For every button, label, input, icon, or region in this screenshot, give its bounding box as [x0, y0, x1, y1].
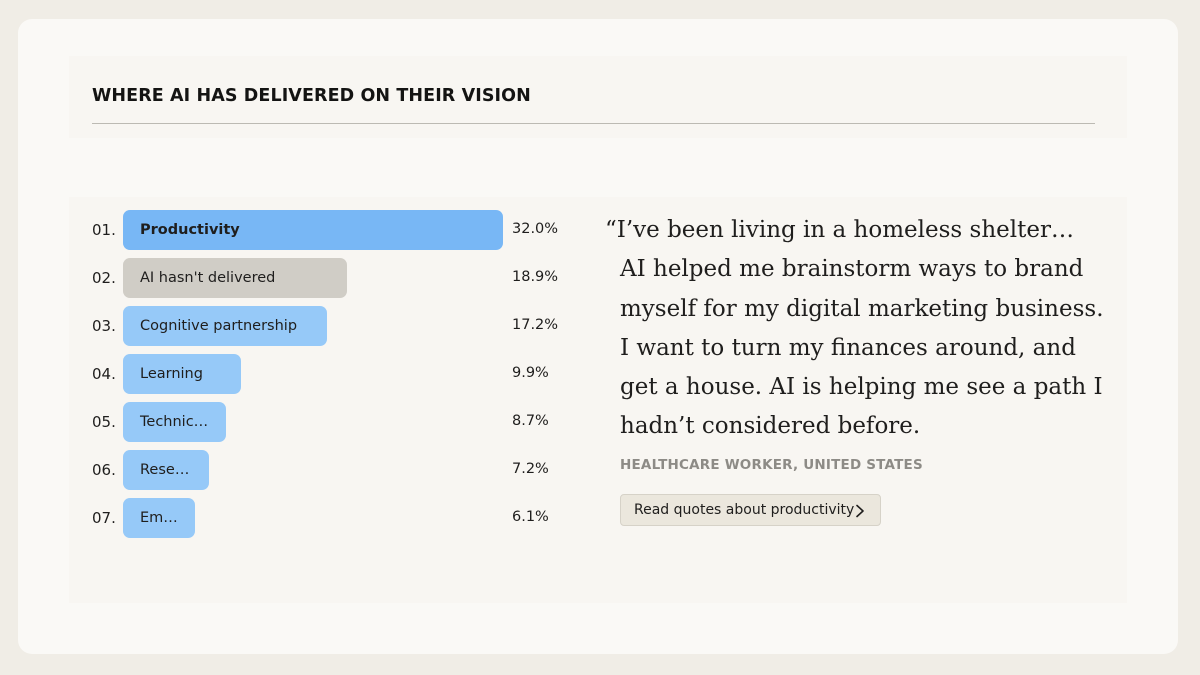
bar[interactable]: AI hasn't delivered — [123, 258, 347, 298]
read-quotes-button-label: Read quotes about productivity — [634, 502, 855, 518]
bar[interactable]: Cognitive partnership — [123, 306, 327, 346]
bar-row: 02. AI hasn't delivered 18.9% — [0, 258, 600, 298]
header-panel — [69, 56, 1127, 138]
quote-attribution: HEALTHCARE WORKER, UNITED STATES — [620, 457, 923, 473]
bar-rank: 05. — [92, 413, 116, 431]
bar-rank: 07. — [92, 509, 116, 527]
bar-value-label: 9.9% — [512, 365, 549, 381]
bar-chart: 01. Productivity 32.0% 02. AI hasn't deliver… — [0, 210, 600, 538]
bar-rank: 04. — [92, 365, 116, 383]
bar-label: Em… — [140, 510, 178, 526]
bar-row: 01. Productivity 32.0% — [0, 210, 600, 250]
bar[interactable]: Productivity — [123, 210, 503, 250]
bar-label: Technic… — [140, 414, 209, 430]
bar-value-label: 17.2% — [512, 317, 559, 333]
quote-text: “I’ve been living in a homeless shelter…… — [605, 217, 1104, 440]
bar-value-label: 6.1% — [512, 509, 549, 525]
bar[interactable]: Em… — [123, 498, 195, 538]
bar-row: 06. Rese… 7.2% — [0, 450, 600, 490]
bar-rank: 01. — [92, 221, 116, 239]
bar[interactable]: Learning — [123, 354, 241, 394]
bar-value-label: 18.9% — [512, 269, 559, 285]
page-title: WHERE AI HAS DELIVERED ON THEIR VISION — [92, 86, 531, 106]
bar[interactable]: Rese… — [123, 450, 209, 490]
chevron-right-icon — [856, 504, 864, 518]
title-divider — [92, 123, 1095, 124]
bar-label: Productivity — [140, 222, 240, 238]
bar-value-label: 8.7% — [512, 413, 549, 429]
bar-label: Cognitive partnership — [140, 318, 298, 334]
bar-row: 03. Cognitive partnership 17.2% — [0, 306, 600, 346]
bar-rank: 03. — [92, 317, 116, 335]
bar-rank: 06. — [92, 461, 116, 479]
bar-value-label: 7.2% — [512, 461, 549, 477]
bar-value-label: 32.0% — [512, 221, 559, 237]
bar-row: 07. Em… 6.1% — [0, 498, 600, 538]
read-quotes-button[interactable]: Read quotes about productivity — [620, 494, 881, 526]
bar[interactable]: Technic… — [123, 402, 226, 442]
bar-label: AI hasn't delivered — [140, 270, 276, 286]
bar-label: Learning — [140, 366, 203, 382]
bar-row: 05. Technic… 8.7% — [0, 402, 600, 442]
bar-label: Rese… — [140, 462, 190, 478]
bar-rank: 02. — [92, 269, 116, 287]
bar-row: 04. Learning 9.9% — [0, 354, 600, 394]
